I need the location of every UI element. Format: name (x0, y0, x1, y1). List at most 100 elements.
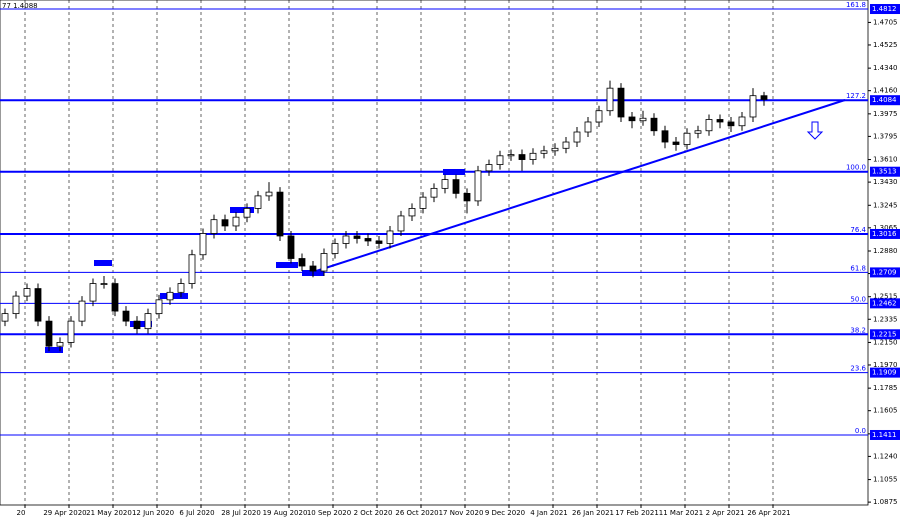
candle-body (23, 288, 31, 297)
level-name: 61.8 (850, 264, 866, 272)
candle-body (155, 299, 163, 315)
price-box-label: 1.3016 (872, 230, 897, 238)
candle-body (760, 95, 768, 100)
candle-body (12, 295, 20, 315)
candle-body (683, 132, 691, 145)
candle-body (276, 191, 284, 237)
candle-body (628, 116, 636, 122)
y-tick-label: 1.3245 (873, 201, 898, 209)
candle-body (375, 240, 383, 244)
x-tick-label: 17 Nov 2020 (439, 509, 484, 517)
candle-body (353, 235, 361, 239)
x-tick-label: 20 (17, 509, 26, 517)
x-tick-label: 19 Aug 2020 (263, 509, 308, 517)
level-name: 127.2 (846, 92, 866, 100)
candle-body (331, 243, 339, 254)
candle-body (716, 119, 724, 123)
y-tick-label: 1.4525 (873, 41, 898, 49)
candle-body (78, 300, 86, 322)
y-tick-label: 1.1055 (873, 476, 898, 484)
candle-body (298, 258, 306, 267)
y-tick-label: 1.1970 (873, 361, 898, 369)
candle-body (562, 141, 570, 149)
candle-body (650, 117, 658, 132)
candle-body (364, 238, 372, 242)
price-box (870, 4, 900, 15)
price-box (870, 298, 900, 309)
candle-body (133, 320, 141, 330)
candle-body (496, 155, 504, 165)
x-tick-label: 2 Oct 2020 (354, 509, 393, 517)
x-tick-label: 26 Apr 2021 (747, 509, 790, 517)
x-tick-label: 4 Jan 2021 (530, 509, 568, 517)
candle-body (177, 283, 185, 293)
x-tick-label: 17 Feb 2021 (615, 509, 659, 517)
candle-body (111, 283, 119, 312)
level-name: 50.0 (850, 295, 866, 303)
price-box (870, 95, 900, 106)
candle-body (573, 131, 581, 143)
x-tick-label: 29 Apr 2020 (43, 509, 86, 517)
price-box-label: 1.3513 (872, 168, 897, 176)
price-box-label: 1.1411 (872, 431, 897, 439)
y-tick-label: 1.1605 (873, 407, 898, 415)
candle-body (485, 164, 493, 172)
candle-body (452, 179, 460, 194)
candle-body (408, 208, 416, 217)
candle-body (584, 121, 592, 133)
x-tick-label: 11 Mar 2021 (659, 509, 703, 517)
y-tick-label: 1.1240 (873, 452, 898, 460)
candle-body (661, 130, 669, 143)
candle-body (529, 152, 537, 160)
candle-body (232, 216, 240, 227)
candle-body (397, 215, 405, 232)
y-tick-label: 1.1785 (873, 384, 898, 392)
candle-body (419, 196, 427, 209)
price-box-label: 1.4084 (872, 96, 897, 104)
down-arrow (806, 121, 824, 140)
candle-body (122, 310, 130, 322)
candle-body (243, 208, 251, 218)
candle-body (1, 313, 9, 322)
x-tick-label: 2 Apr 2021 (706, 509, 745, 517)
price-box (870, 429, 900, 440)
y-tick-label: 1.2880 (873, 247, 898, 255)
y-tick-label: 1.3795 (873, 132, 898, 140)
candle-body (606, 87, 614, 112)
vertical-grid (24, 0, 774, 505)
candle-body (287, 235, 295, 259)
price-box-label: 1.2215 (872, 330, 897, 338)
y-tick-label: 1.3975 (873, 110, 898, 118)
candle-body (56, 342, 64, 347)
y-tick-label: 1.2150 (873, 338, 898, 346)
y-tick-label: 1.4160 (873, 87, 898, 95)
candle-body (67, 320, 75, 343)
price-box (870, 228, 900, 239)
candle-body (265, 191, 273, 197)
price-box-label: 1.2462 (872, 299, 897, 307)
candle-body (45, 320, 53, 347)
x-tick-label: 26 Jan 2021 (572, 509, 614, 517)
candle-body (694, 130, 702, 134)
y-tick-label: 1.2335 (873, 315, 898, 323)
candle-body (518, 154, 526, 160)
candle-body (617, 87, 625, 118)
candle-body (474, 170, 482, 202)
candle-body (441, 179, 449, 189)
y-tick-label: 1.3430 (873, 178, 898, 186)
x-tick-label: 28 Jul 2020 (221, 509, 261, 517)
price-box (870, 166, 900, 177)
candle-body (430, 187, 438, 198)
candle-body (540, 150, 548, 154)
candle-body (89, 283, 97, 302)
candle-body (738, 116, 746, 127)
level-name: 23.6 (850, 365, 866, 373)
price-box (870, 329, 900, 340)
plot-frame (0, 0, 869, 506)
candle-body (34, 288, 42, 322)
y-tick-label: 1.3610 (873, 156, 898, 164)
price-box-label: 1.4812 (872, 5, 897, 13)
candle-body (254, 195, 262, 209)
candle-body (188, 254, 196, 284)
